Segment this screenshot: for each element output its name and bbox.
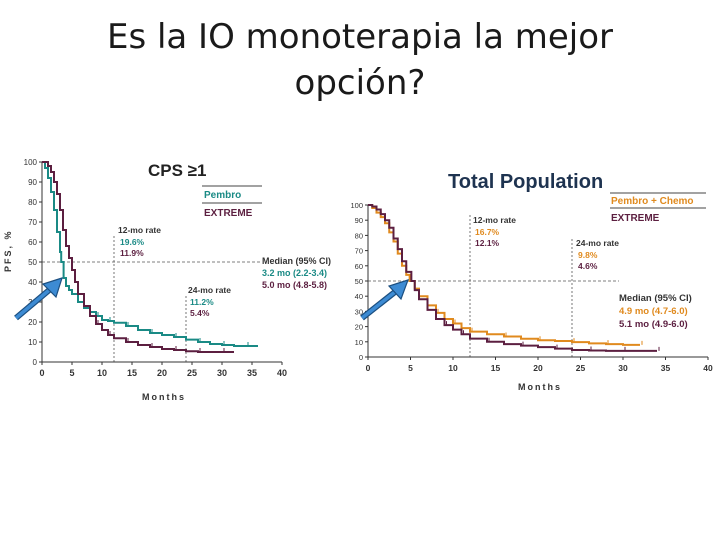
chart2-median-a: 4.9 mo (4.7-6.0) — [619, 306, 688, 317]
x-tick-label: 25 — [187, 368, 197, 378]
x-tick-label: 10 — [97, 368, 107, 378]
x-tick-label: 40 — [703, 363, 713, 373]
chart2-rate12-b: 12.1% — [475, 238, 500, 248]
y-tick-label: 80 — [355, 231, 363, 240]
chart1-median-title: Median (95% CI) — [262, 256, 331, 266]
chart1-guide-lines — [42, 236, 262, 362]
x-tick-label: 20 — [533, 363, 543, 373]
y-tick-label: 20 — [28, 318, 37, 327]
y-tick-label: 50 — [28, 258, 37, 267]
x-tick-label: 0 — [366, 363, 371, 373]
chart2-rate12-title: 12-mo rate — [473, 215, 516, 225]
chart1-arrow-icon — [14, 277, 63, 321]
x-tick-label: 10 — [448, 363, 458, 373]
x-tick-label: 15 — [127, 368, 137, 378]
slide-title-line1: Es la IO monoterapia la mejor — [106, 17, 614, 57]
y-tick-label: 40 — [355, 292, 363, 301]
y-tick-label: 70 — [355, 247, 363, 256]
chart2-arrow-icon — [360, 279, 409, 321]
y-tick-label: 60 — [28, 238, 37, 247]
series-line-0 — [368, 204, 640, 346]
x-tick-label: 15 — [491, 363, 501, 373]
chart1-median-extreme: 5.0 mo (4.8-5.8) — [262, 280, 327, 290]
series-line-1 — [42, 161, 234, 353]
chart2-rate24-a: 9.8% — [578, 250, 598, 260]
chart2-median-b: 5.1 mo (4.9-6.0) — [619, 319, 688, 330]
y-tick-label: 50 — [355, 277, 363, 286]
chart2-title: Total Population — [448, 171, 603, 193]
chart1-xlabel: Months — [142, 392, 186, 402]
series-line-1 — [368, 204, 657, 352]
chart1-title: CPS ≥1 — [148, 161, 206, 180]
series-line-0 — [42, 161, 258, 347]
x-tick-label: 20 — [157, 368, 167, 378]
chart2-legend-a: Pembro + Chemo — [611, 196, 694, 207]
chart1-legend-extreme: EXTREME — [204, 208, 253, 219]
chart2-axes — [367, 205, 708, 358]
y-tick-label: 60 — [355, 262, 363, 271]
y-tick-label: 80 — [28, 198, 37, 207]
y-tick-label: 70 — [28, 218, 37, 227]
y-tick-label: 0 — [33, 358, 38, 367]
y-tick-label: 30 — [355, 307, 363, 316]
x-tick-label: 35 — [661, 363, 671, 373]
x-tick-label: 40 — [277, 368, 287, 378]
chart2-legend-b: EXTREME — [611, 213, 660, 224]
chart2-guide-lines — [368, 215, 619, 357]
x-tick-label: 0 — [39, 368, 44, 378]
slide-title-line2: opción? — [294, 63, 426, 103]
chart1-rate24-pembro: 11.2% — [190, 297, 214, 307]
chart1-rate12-extreme: 11.9% — [120, 248, 144, 258]
chart2-series — [368, 204, 660, 352]
y-tick-label: 90 — [28, 178, 37, 187]
chart1-rate24-extreme: 5.4% — [190, 308, 210, 318]
chart1-ylabel: PFS, % — [3, 229, 13, 272]
chart2-median-title: Median (95% CI) — [619, 293, 692, 304]
y-tick-label: 30 — [28, 298, 37, 307]
chart1-rate12-pembro: 19.6% — [120, 237, 145, 247]
y-tick-label: 10 — [28, 338, 37, 347]
chart2-rate12-a: 16.7% — [475, 227, 500, 237]
y-tick-label: 40 — [28, 278, 37, 287]
chart1-rate12-title: 12-mo rate — [118, 225, 161, 235]
chart2-xlabel: Months — [518, 382, 562, 392]
chart2-rate24-title: 24-mo rate — [576, 238, 619, 248]
y-tick-label: 100 — [350, 201, 363, 210]
x-tick-label: 5 — [69, 368, 74, 378]
chart1-legend-pembro: Pembro — [204, 190, 241, 201]
chart1-tick-labels: 0 10 20 30 40 50 60 70 80 90 100 0 5 10 15 20 25 30 35 40 — [24, 158, 287, 378]
x-tick-label: 35 — [247, 368, 257, 378]
chart1-median-pembro: 3.2 mo (2.2-3.4) — [262, 268, 327, 278]
chart1-rate24-title: 24-mo rate — [188, 285, 231, 295]
y-tick-label: 0 — [359, 353, 363, 362]
y-tick-label: 90 — [355, 216, 363, 225]
chart2-tick-labels: 0 10 20 30 40 50 60 70 80 90 100 0 5 10 15 20 25 30 35 40 — [350, 201, 713, 373]
x-tick-label: 30 — [618, 363, 628, 373]
y-tick-label: 10 — [355, 338, 363, 347]
x-tick-label: 30 — [217, 368, 227, 378]
chart1-series — [42, 161, 258, 353]
x-tick-label: 25 — [576, 363, 586, 373]
y-tick-label: 20 — [355, 323, 363, 332]
chart1-axes — [41, 162, 282, 363]
x-tick-label: 5 — [408, 363, 413, 373]
y-tick-label: 100 — [24, 158, 38, 167]
slide-title: Es la IO monoterapia la mejor opción? — [60, 14, 660, 106]
chart2-rate24-b: 4.6% — [578, 261, 598, 271]
